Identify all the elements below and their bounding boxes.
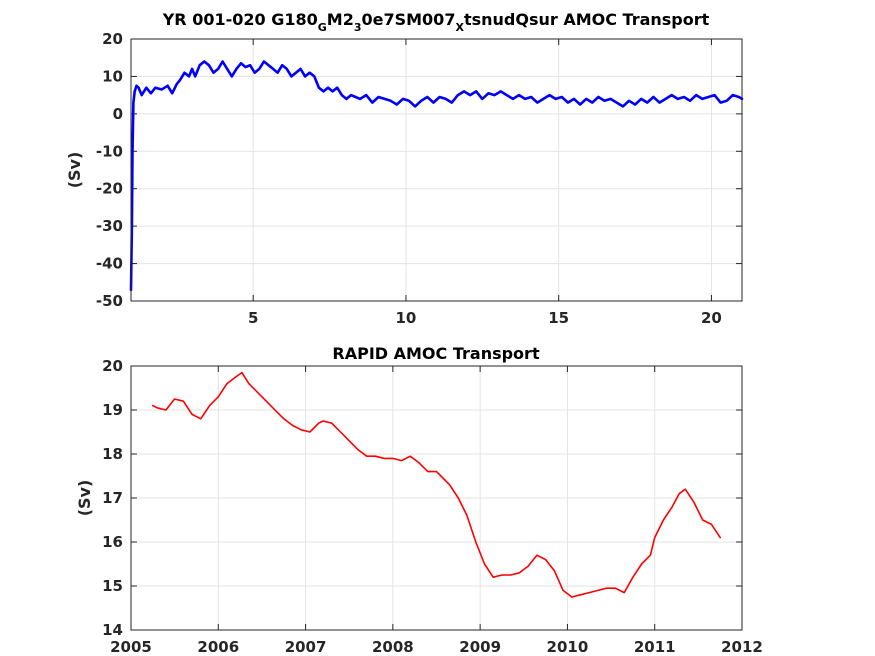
bottom-y-tick-label: 19 (102, 401, 123, 419)
top-y-tick-label: -50 (96, 292, 123, 310)
bottom-y-tick-label: 16 (102, 533, 123, 551)
bottom-axes-box (130, 365, 743, 631)
top-y-tick-label: 20 (102, 30, 123, 48)
top-y-tick-label: -10 (96, 142, 123, 160)
top-axes-box (130, 38, 743, 302)
bottom-y-tick-label: 20 (102, 357, 123, 375)
bottom-x-tick-label: 2010 (547, 638, 589, 656)
top-y-axis-label: (Sv) (65, 152, 84, 189)
bottom-y-tick-label: 17 (102, 489, 123, 507)
bottom-y-tick-label: 18 (102, 445, 123, 463)
bottom-x-tick-label: 2011 (634, 638, 676, 656)
bottom-x-tick-label: 2005 (110, 638, 152, 656)
bottom-x-tick-label: 2006 (197, 638, 239, 656)
bottom-series-line (152, 371, 722, 598)
bottom-x-tick-label: 2009 (459, 638, 501, 656)
top-y-tick-label: -30 (96, 217, 123, 235)
top-chart-title: YR 001-020 G180GM230e7SM007XtsnudQsur AM… (162, 10, 710, 34)
top-panel: YR 001-020 G180GM230e7SM007XtsnudQsur AM… (65, 10, 744, 327)
top-y-tick-label: -20 (96, 180, 123, 198)
bottom-x-tick-label: 2008 (372, 638, 414, 656)
top-x-tick-label: 5 (248, 309, 258, 327)
bottom-x-tick-label: 2007 (285, 638, 327, 656)
bottom-x-tick-label: 2012 (721, 638, 763, 656)
top-series-line (129, 60, 744, 292)
top-y-tick-label: 0 (113, 105, 123, 123)
top-x-tick-label: 10 (396, 309, 417, 327)
bottom-y-axis-label: (Sv) (75, 480, 94, 517)
top-x-tick-label: 15 (548, 309, 569, 327)
bottom-panel: RAPID AMOC Transport 2005 2006 2007 2008 200… (75, 344, 763, 656)
bottom-y-tick-label: 14 (102, 621, 123, 639)
top-y-tick-label: 10 (102, 67, 123, 85)
bottom-chart-title: RAPID AMOC Transport (332, 344, 540, 363)
top-y-tick-label: -40 (96, 255, 123, 273)
top-x-tick-label: 20 (701, 309, 722, 327)
bottom-y-tick-label: 15 (102, 577, 123, 595)
